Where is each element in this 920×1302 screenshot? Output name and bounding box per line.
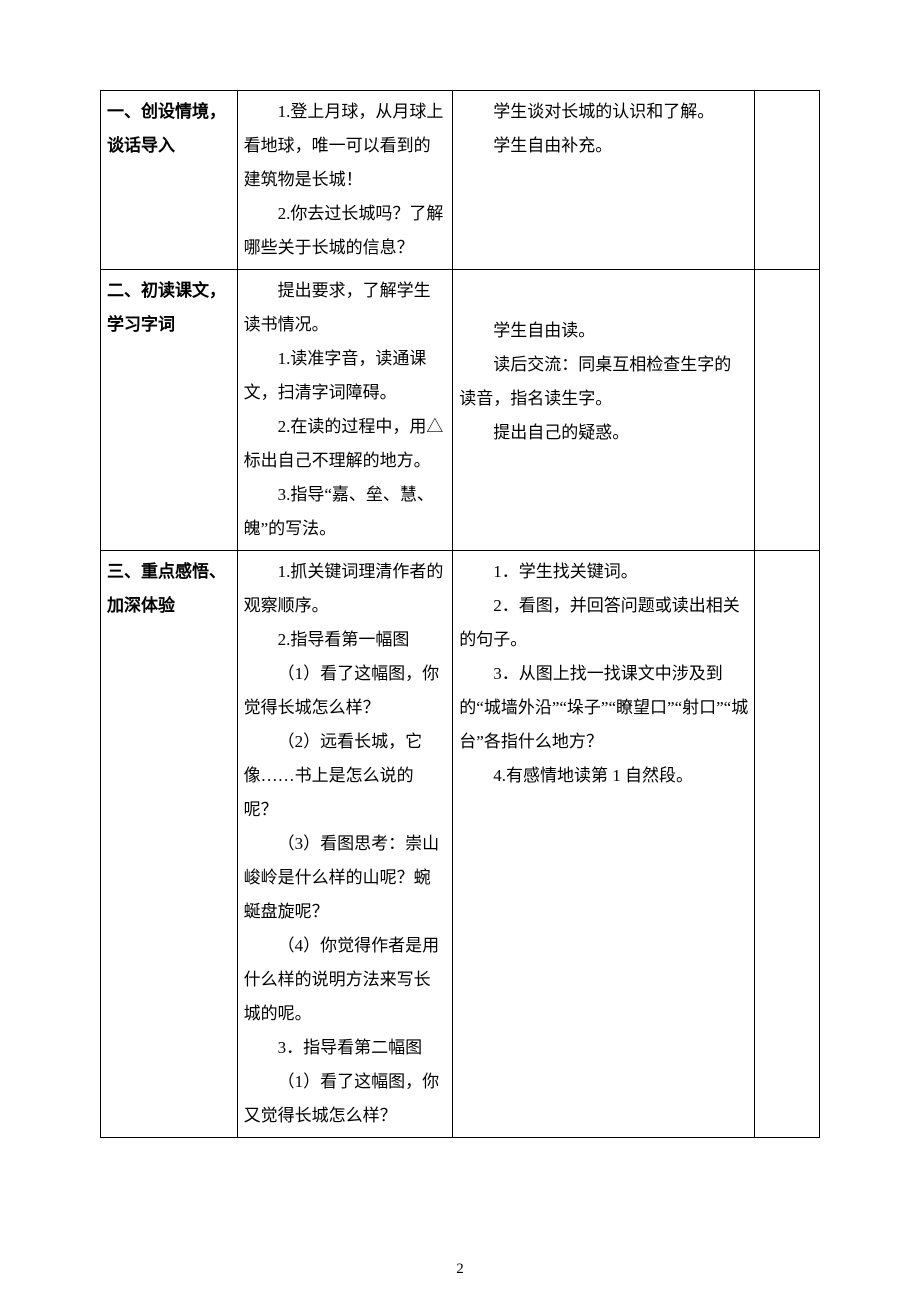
table-row: 二、初读课文，学习字词 提出要求，了解学生读书情况。 1.读准字音，读通课文，扫…: [101, 270, 820, 551]
student-line: 4.有感情地读第 1 自然段。: [459, 759, 748, 793]
teacher-line: 提出要求，了解学生读书情况。: [244, 274, 447, 342]
section-title-cell: 三、重点感悟、加深体验: [101, 551, 238, 1138]
teacher-line: 3．指导看第二幅图: [244, 1031, 447, 1065]
teacher-cell: 1.登上月球，从月球上看地球，唯一可以看到的建筑物是长城！ 2.你去过长城吗？了…: [237, 91, 453, 270]
teacher-line: 1.抓关键词理清作者的观察顺序。: [244, 555, 447, 623]
student-line: 2．看图，并回答问题或读出相关的句子。: [459, 589, 748, 657]
student-cell: 学生谈对长城的认识和了解。 学生自由补充。: [453, 91, 755, 270]
student-cell: 学生自由读。 读后交流：同桌互相检查生字的读音，指名读生字。 提出自己的疑惑。: [453, 270, 755, 551]
note-cell: [755, 270, 820, 551]
section-title: 一、创设情境，谈话导入: [107, 95, 231, 163]
teacher-line: 2.在读的过程中，用△标出自己不理解的地方。: [244, 410, 447, 478]
teacher-line: （1）看了这幅图，你觉得长城怎么样？: [244, 657, 447, 725]
teacher-line: 1.读准字音，读通课文，扫清字词障碍。: [244, 342, 447, 410]
note-cell: [755, 551, 820, 1138]
section-title-cell: 一、创设情境，谈话导入: [101, 91, 238, 270]
section-title: 三、重点感悟、加深体验: [107, 555, 231, 623]
note-cell: [755, 91, 820, 270]
student-line: 3．从图上找一找课文中涉及到的“城墙外沿”“垛子”“瞭望口”“射口”“城台”各指…: [459, 657, 748, 759]
page-number: 2: [0, 1261, 920, 1278]
teacher-cell: 1.抓关键词理清作者的观察顺序。 2.指导看第一幅图 （1）看了这幅图，你觉得长…: [237, 551, 453, 1138]
section-title: 二、初读课文，学习字词: [107, 274, 231, 342]
teacher-line: （1）看了这幅图，你又觉得长城怎么样？: [244, 1065, 447, 1133]
lesson-table: 一、创设情境，谈话导入 1.登上月球，从月球上看地球，唯一可以看到的建筑物是长城…: [100, 90, 820, 1138]
student-line: 学生自由读。: [459, 314, 748, 348]
teacher-line: （2）远看长城，它像……书上是怎么说的呢？: [244, 725, 447, 827]
student-line: 读后交流：同桌互相检查生字的读音，指名读生字。: [459, 348, 748, 416]
student-line: 提出自己的疑惑。: [459, 416, 748, 450]
teacher-line: 3.指导“嘉、垒、慧、魄”的写法。: [244, 478, 447, 546]
student-line: 学生自由补充。: [459, 129, 748, 163]
table-row: 三、重点感悟、加深体验 1.抓关键词理清作者的观察顺序。 2.指导看第一幅图 （…: [101, 551, 820, 1138]
teacher-line: 2.指导看第一幅图: [244, 623, 447, 657]
teacher-line: 1.登上月球，从月球上看地球，唯一可以看到的建筑物是长城！: [244, 95, 447, 197]
page: 一、创设情境，谈话导入 1.登上月球，从月球上看地球，唯一可以看到的建筑物是长城…: [0, 0, 920, 1302]
teacher-line: 2.你去过长城吗？了解哪些关于长城的信息？: [244, 197, 447, 265]
student-cell: 1．学生找关键词。 2．看图，并回答问题或读出相关的句子。 3．从图上找一找课文…: [453, 551, 755, 1138]
section-title-cell: 二、初读课文，学习字词: [101, 270, 238, 551]
teacher-cell: 提出要求，了解学生读书情况。 1.读准字音，读通课文，扫清字词障碍。 2.在读的…: [237, 270, 453, 551]
student-line: 学生谈对长城的认识和了解。: [459, 95, 748, 129]
table-row: 一、创设情境，谈话导入 1.登上月球，从月球上看地球，唯一可以看到的建筑物是长城…: [101, 91, 820, 270]
teacher-line: （3）看图思考：崇山峻岭是什么样的山呢？蜿蜒盘旋呢？: [244, 827, 447, 929]
student-line: 1．学生找关键词。: [459, 555, 748, 589]
teacher-line: （4）你觉得作者是用什么样的说明方法来写长城的呢。: [244, 929, 447, 1031]
